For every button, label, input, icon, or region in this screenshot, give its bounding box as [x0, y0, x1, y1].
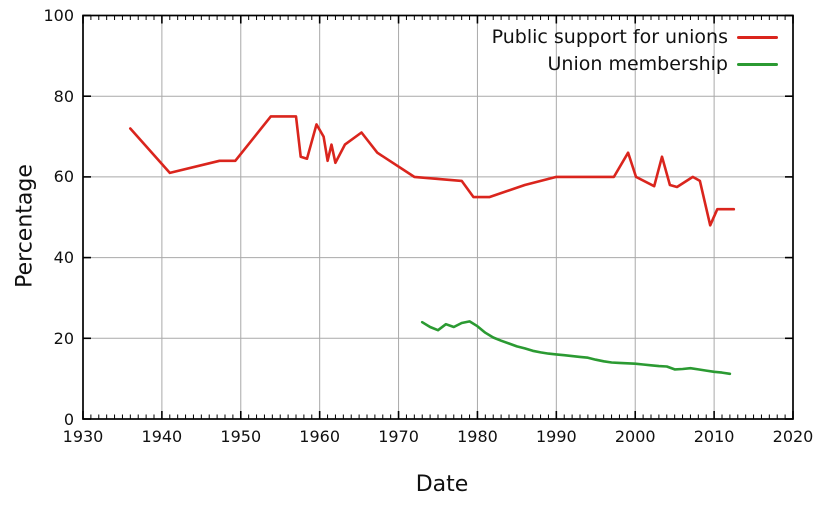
legend-line-sample-green: [737, 63, 778, 66]
x-tick-label: 2000: [614, 427, 656, 446]
y-tick-label: 100: [43, 6, 74, 25]
legend-label-public-support: Public support for unions: [491, 26, 728, 48]
x-tick-label: 1970: [378, 427, 419, 446]
y-tick-label: 0: [63, 409, 74, 429]
y-axis-title: Percentage: [12, 164, 38, 288]
plot-border: [82, 14, 794, 420]
legend-item-union-membership: Union membership: [548, 52, 778, 77]
x-tick-label: 1960: [299, 427, 341, 446]
series-line-1: [420, 320, 732, 376]
x-tick-label: 1980: [457, 427, 498, 446]
legend: Public support for unions Union membersh…: [492, 25, 778, 77]
legend-label-union-membership: Union membership: [547, 53, 728, 75]
x-tick-label: 2020: [772, 427, 814, 446]
legend-item-public-support: Public support for unions: [492, 25, 778, 50]
x-tick-label: 1990: [535, 427, 577, 446]
x-tick-label: 2010: [693, 427, 735, 446]
x-tick-label: 1940: [141, 427, 183, 446]
y-tick-label: 60: [53, 167, 74, 187]
y-tick-label: 20: [53, 328, 74, 348]
x-tick-label: 1950: [220, 427, 262, 446]
legend-line-sample-red: [737, 36, 778, 39]
x-axis-title: Date: [415, 472, 469, 497]
y-tick-label: 40: [53, 248, 74, 268]
series-line-0: [129, 115, 736, 227]
y-tick-label: 80: [53, 86, 74, 106]
x-tick-label: 1930: [62, 427, 104, 446]
